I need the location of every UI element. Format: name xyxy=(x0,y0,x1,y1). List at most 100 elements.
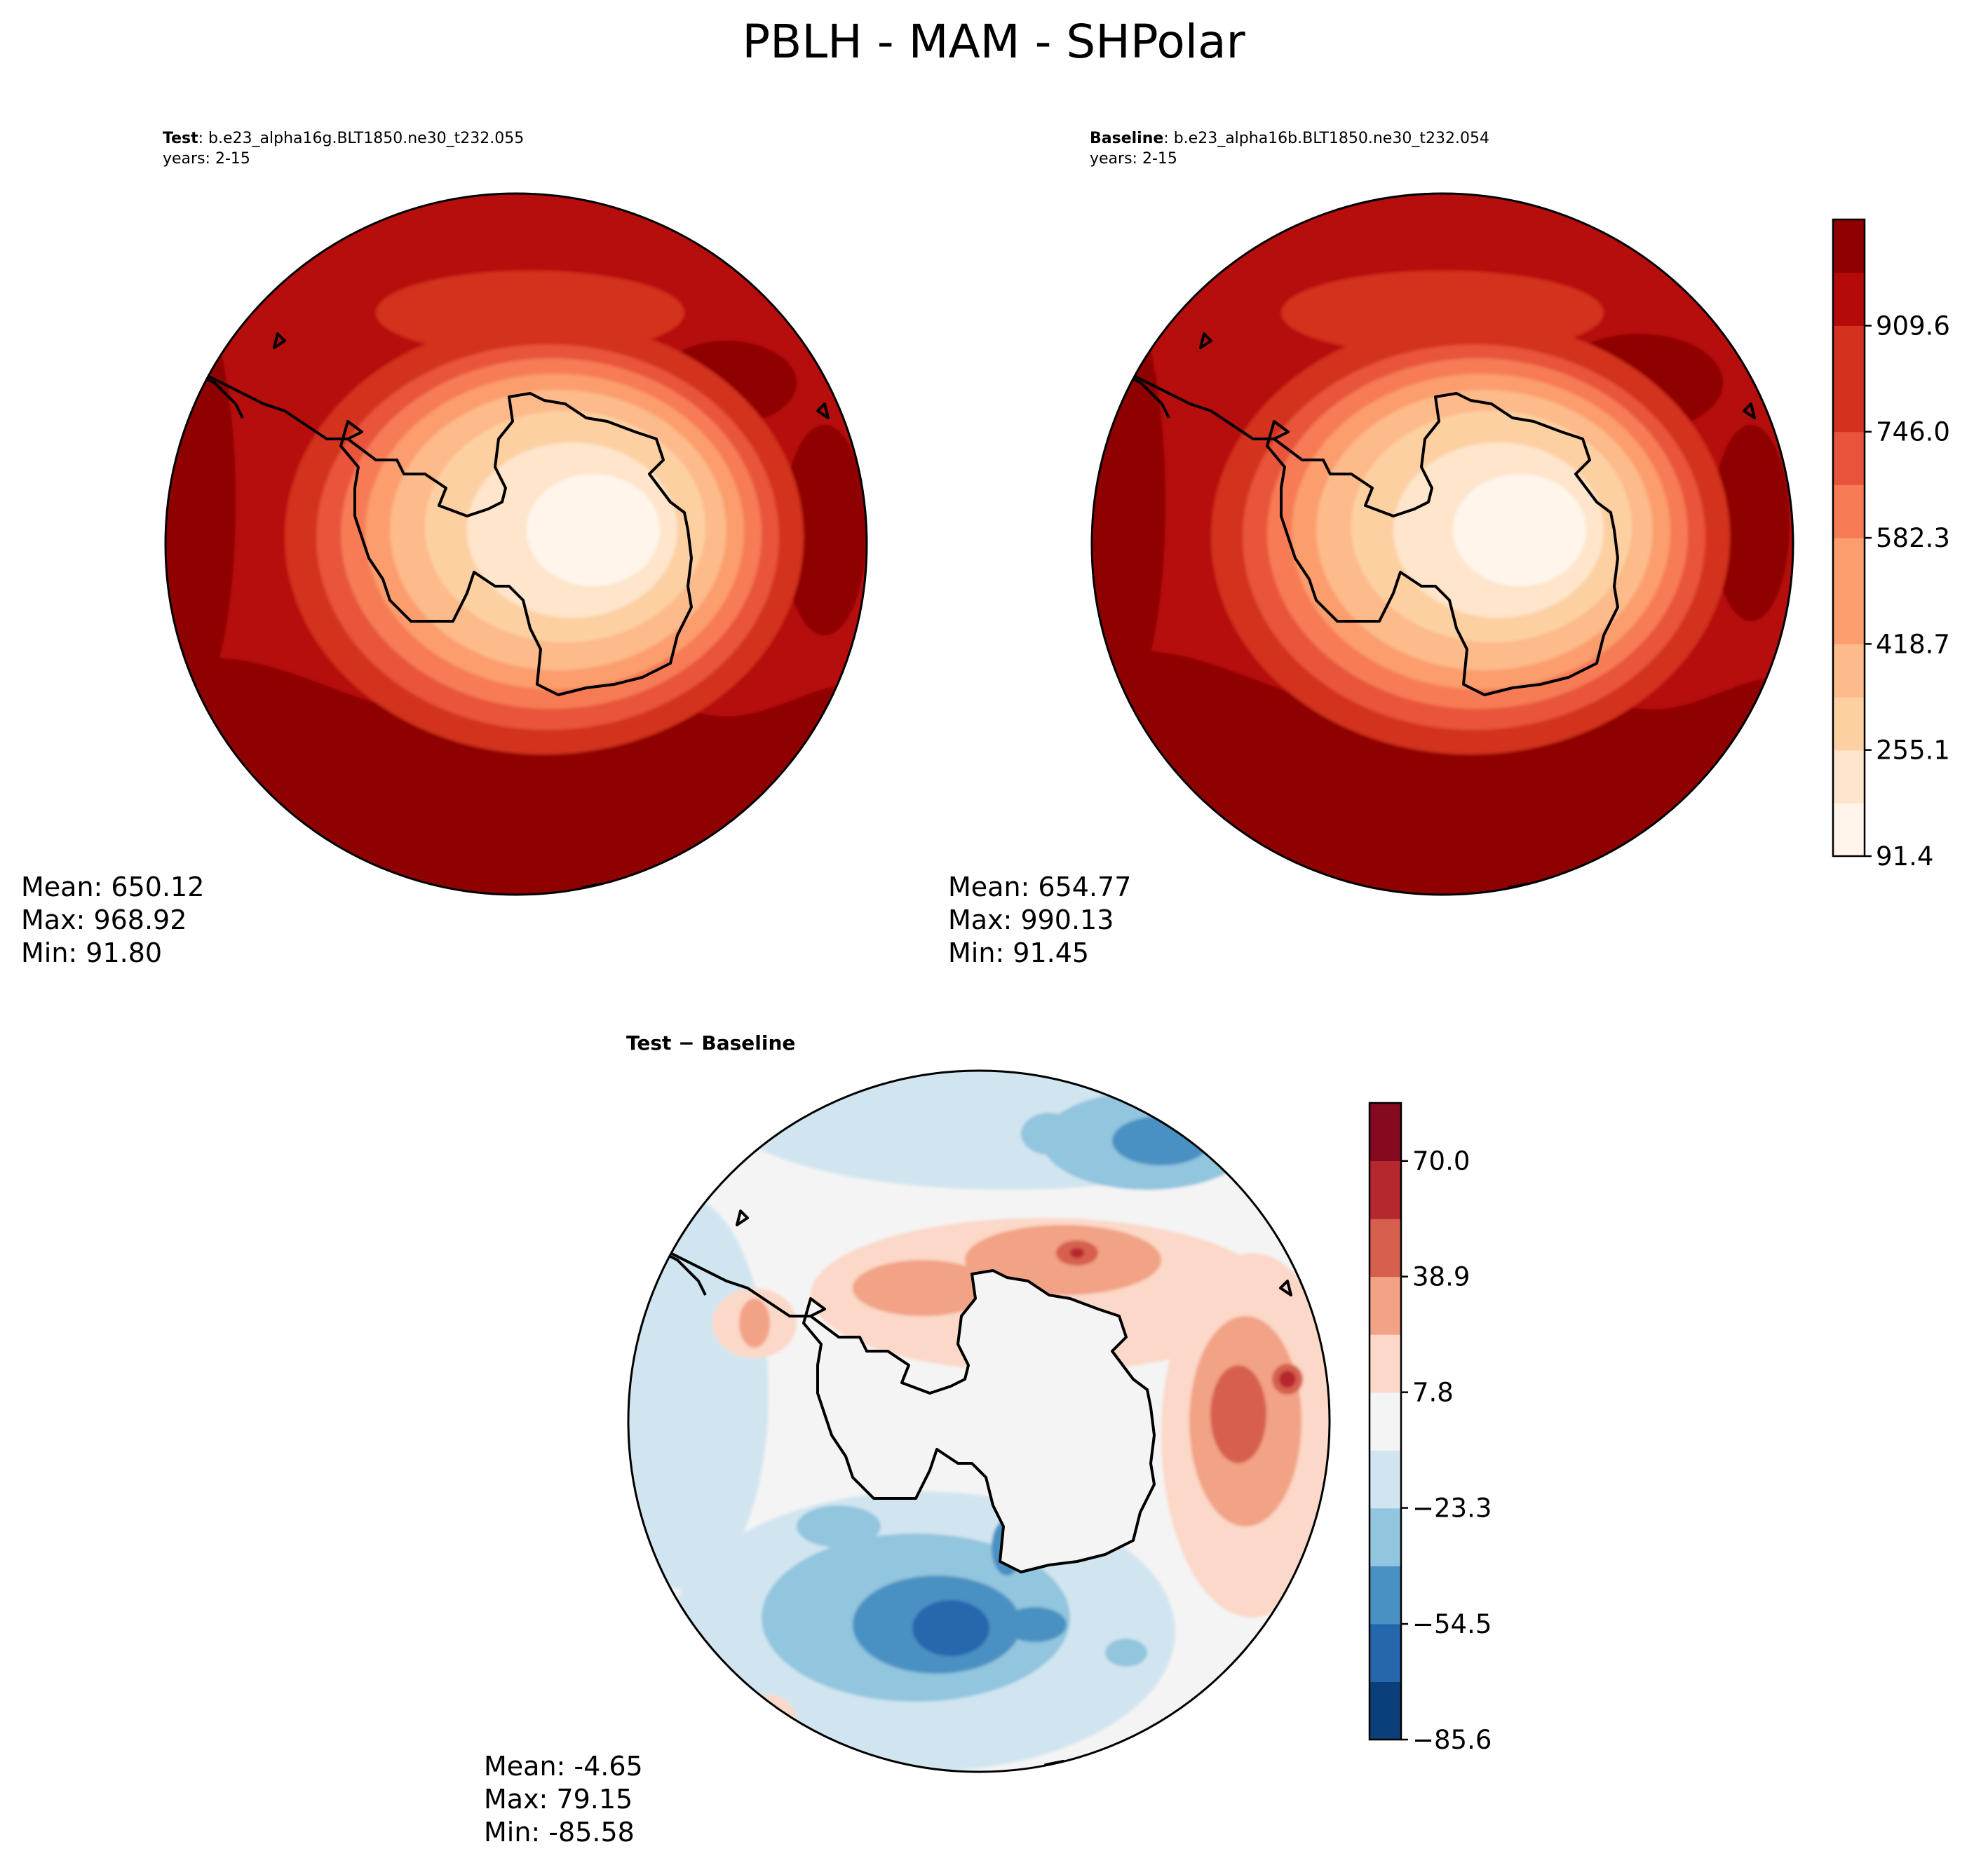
colorbar-band xyxy=(1370,1450,1401,1509)
baseline-map-boundary xyxy=(1090,192,1794,896)
diff-map-field xyxy=(628,1071,1330,1772)
test-contour-field xyxy=(165,194,867,895)
island xyxy=(273,332,286,349)
colorbar-band xyxy=(1833,644,1865,698)
baseline-stat-max: Max: 990.13 xyxy=(948,904,1114,935)
test-panel-title: Test: b.e23_alpha16g.BLT1850.ne30_t232.0… xyxy=(163,130,524,147)
test-map-boundary xyxy=(164,192,868,896)
diff-red-left-core xyxy=(739,1299,770,1348)
colorbar-main: 91.4 255.1 418.7 582.3 746.0 909.6 xyxy=(1832,218,1950,872)
colorbar-tick-label: 746.0 xyxy=(1876,417,1950,447)
diff-blue-left-bottom xyxy=(797,1505,881,1547)
colorbar-diff-frame xyxy=(1368,1102,1402,1741)
test-label: Test xyxy=(163,130,198,147)
field-patch-right xyxy=(783,425,867,635)
field-core xyxy=(527,474,660,586)
colorbar-band xyxy=(1833,219,1865,273)
antarctica-outline xyxy=(1266,392,1619,696)
baseline-stat-min: Min: 91.45 xyxy=(948,937,1089,968)
baseline-panel-title: Baseline: b.e23_alpha16b.BLT1850.ne30_t2… xyxy=(1090,130,1489,147)
diff-blue-topright-deep xyxy=(1112,1116,1210,1165)
colorbar-diff: −85.6 −54.5 −23.3 7.8 38.9 70.0 xyxy=(1368,1102,1492,1755)
baseline-label: Baseline xyxy=(1090,130,1163,147)
test-map-field xyxy=(165,194,867,895)
colorbar-band xyxy=(1370,1103,1401,1162)
colorbar-band xyxy=(1833,697,1865,751)
colorbar-band xyxy=(1370,1160,1401,1219)
panel-test: Test: b.e23_alpha16g.BLT1850.ne30_t232.0… xyxy=(21,130,868,968)
diff-stat-mean: Mean: -4.65 xyxy=(484,1751,643,1782)
diff-red-bottom-core xyxy=(756,1712,781,1740)
test-case-name: : b.e23_alpha16g.BLT1850.ne30_t232.055 xyxy=(198,130,525,147)
field-patch-lower-left xyxy=(1141,684,1323,825)
baseline-map-field xyxy=(1092,194,1793,895)
diff-stat-max: Max: 79.15 xyxy=(484,1784,633,1815)
colorbar-band xyxy=(1370,1334,1401,1393)
test-years: years: 2-15 xyxy=(163,150,250,168)
colorbar-band xyxy=(1833,803,1865,857)
field-patch-left-strip xyxy=(165,292,236,712)
colorbar-band xyxy=(1833,590,1865,644)
colorbar-tick-label: 582.3 xyxy=(1876,523,1950,553)
diff-stat-min: Min: -85.58 xyxy=(484,1817,635,1848)
diff-blue-top-small xyxy=(1021,1113,1077,1155)
colorbar-tick-label: 70.0 xyxy=(1412,1146,1470,1177)
test-stat-min: Min: 91.80 xyxy=(21,937,162,968)
diff-panel-title: Test − Baseline xyxy=(626,1031,795,1055)
colorbar-tick-label: 418.7 xyxy=(1876,629,1950,659)
baseline-case-name: : b.e23_alpha16b.BLT1850.ne30_t232.054 xyxy=(1163,130,1489,147)
diff-red-arc-top-left xyxy=(853,1260,993,1316)
colorbar-band xyxy=(1833,750,1865,804)
diff-blue-bottom-deepest xyxy=(912,1600,989,1656)
colorbar-tick-label: 255.1 xyxy=(1876,736,1950,766)
diff-map-boundary xyxy=(627,1069,1331,1773)
baseline-stat-mean: Mean: 654.77 xyxy=(948,872,1131,902)
antarctica-fill-outline xyxy=(802,1269,1156,1573)
baseline-contour-field xyxy=(1092,194,1793,895)
island-right xyxy=(816,402,830,419)
panel-baseline: Baseline: b.e23_alpha16b.BLT1850.ne30_t2… xyxy=(948,130,1794,968)
island xyxy=(1199,332,1212,349)
figure-title: PBLH - MAM - SHPolar xyxy=(742,15,1245,69)
colorbar-tick-label: 909.6 xyxy=(1876,311,1950,341)
colorbar-band xyxy=(1370,1623,1401,1682)
diff-red-right-core xyxy=(1210,1365,1266,1463)
test-stat-max: Max: 968.92 xyxy=(21,904,187,935)
panel-diff: Test − Baseline xyxy=(484,1031,1331,1848)
diff-blue-left xyxy=(628,1197,769,1590)
diff-red-bottom xyxy=(741,1695,797,1751)
diff-blue-bottom-right xyxy=(1003,1607,1067,1642)
field-core xyxy=(1453,474,1586,586)
field-patch-lower-left xyxy=(264,712,348,895)
colorbar-tick-label: 38.9 xyxy=(1412,1262,1470,1292)
antarctica-outline xyxy=(339,392,693,696)
colorbar-band xyxy=(1370,1392,1401,1451)
colorbar-band xyxy=(1833,272,1865,326)
diff-blue-right-small xyxy=(1105,1639,1147,1667)
colorbar-tick-label: 7.8 xyxy=(1412,1378,1454,1408)
colorbar-band xyxy=(1370,1681,1401,1740)
island-right xyxy=(1279,1280,1292,1296)
colorbar-diff-ticks: −85.6 −54.5 −23.3 7.8 38.9 70.0 xyxy=(1401,1146,1492,1755)
colorbar-main-ticks: 91.4 255.1 418.7 582.3 746.0 909.6 xyxy=(1865,311,1950,872)
colorbar-band xyxy=(1833,325,1865,379)
colorbar-band xyxy=(1370,1566,1401,1625)
diff-red-arc-top-max xyxy=(1070,1248,1084,1258)
colorbar-tick-label: −23.3 xyxy=(1412,1493,1492,1524)
colorbar-band xyxy=(1370,1219,1401,1278)
colorbar-band xyxy=(1833,485,1865,538)
island xyxy=(736,1210,749,1226)
colorbar-tick-label: −54.5 xyxy=(1412,1609,1492,1639)
colorbar-tick-label: 91.4 xyxy=(1876,841,1933,872)
diff-red-right-spot-core xyxy=(1279,1371,1296,1388)
baseline-years: years: 2-15 xyxy=(1090,150,1177,168)
island-right xyxy=(1743,402,1756,419)
test-stat-mean: Mean: 650.12 xyxy=(21,872,204,902)
field-patch-left-strip xyxy=(1092,285,1165,719)
colorbar-band xyxy=(1370,1276,1401,1335)
colorbar-tick-label: −85.6 xyxy=(1412,1725,1492,1755)
colorbar-diff-bands xyxy=(1370,1103,1401,1740)
colorbar-main-bands xyxy=(1833,219,1865,857)
colorbar-band xyxy=(1833,379,1865,433)
